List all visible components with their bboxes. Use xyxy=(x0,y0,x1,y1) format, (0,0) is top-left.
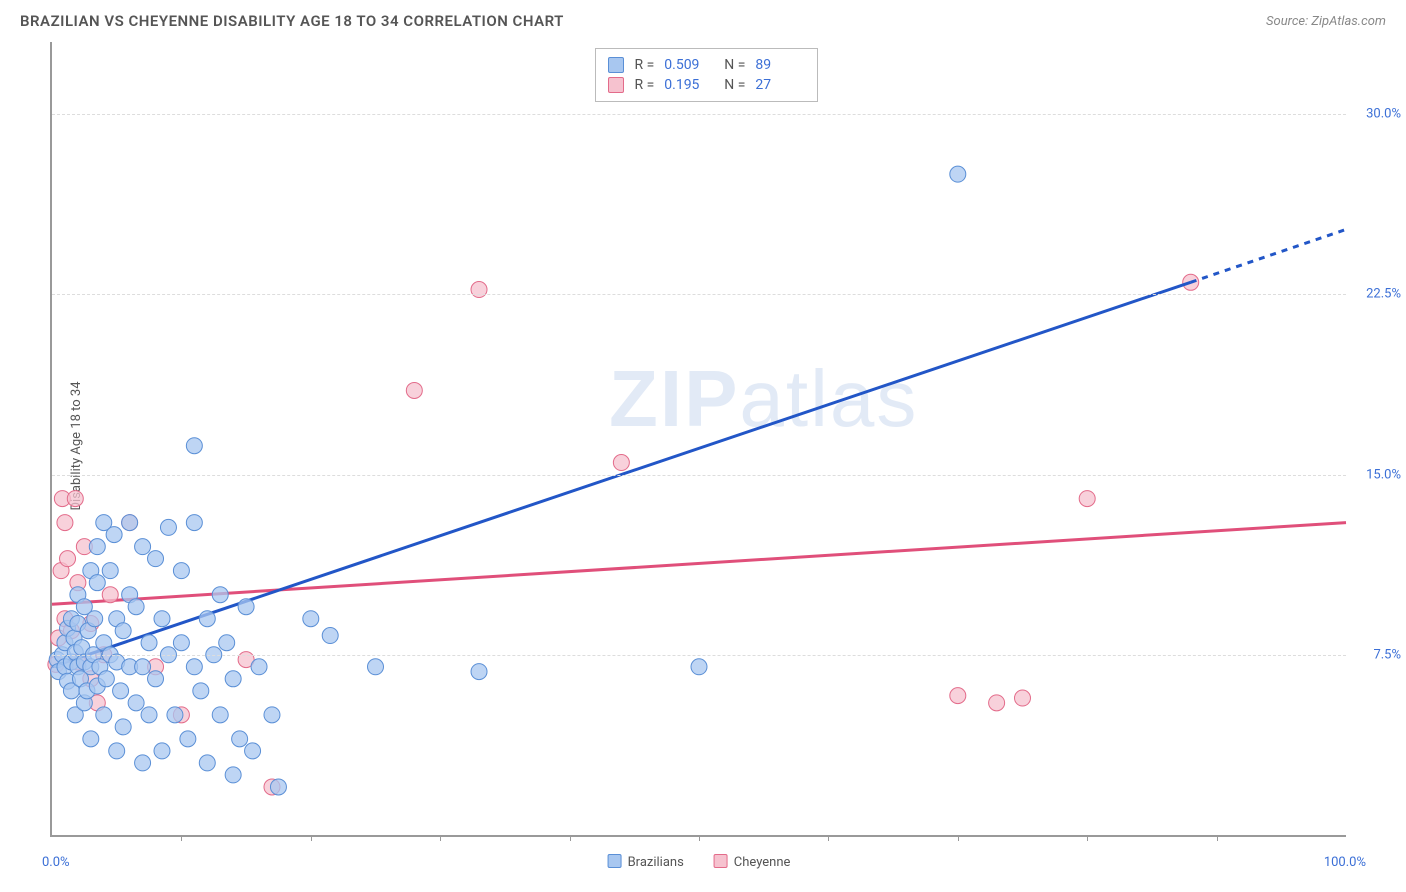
x-tick xyxy=(958,835,959,841)
y-tick-label: 30.0% xyxy=(1366,107,1401,122)
point-cheyenne xyxy=(989,695,1005,711)
point-brazilians xyxy=(232,731,248,747)
gridline-h xyxy=(52,475,1346,476)
gridline-h xyxy=(52,114,1346,115)
point-brazilians xyxy=(225,671,241,687)
point-brazilians xyxy=(148,551,164,567)
y-tick-label: 7.5% xyxy=(1373,647,1401,662)
correlation-legend: R = 0.509 N = 89 R = 0.195 N = 27 xyxy=(595,48,818,102)
point-brazilians xyxy=(109,743,125,759)
point-brazilians xyxy=(113,683,129,699)
point-brazilians xyxy=(141,707,157,723)
point-brazilians xyxy=(173,635,189,651)
x-tick xyxy=(440,835,441,841)
x-tick xyxy=(311,835,312,841)
point-brazilians xyxy=(98,671,114,687)
point-brazilians xyxy=(115,719,131,735)
x-axis-max-label: 100.0% xyxy=(1324,855,1366,870)
legend-item-brazilians: Brazilians xyxy=(608,854,684,870)
point-brazilians xyxy=(96,707,112,723)
point-brazilians xyxy=(950,166,966,182)
point-brazilians xyxy=(212,587,228,603)
point-brazilians xyxy=(154,611,170,627)
swatch-cheyenne xyxy=(608,77,624,93)
point-cheyenne xyxy=(950,688,966,704)
point-brazilians xyxy=(199,611,215,627)
x-tick xyxy=(1217,835,1218,841)
point-brazilians xyxy=(368,659,384,675)
point-brazilians xyxy=(219,635,235,651)
point-brazilians xyxy=(303,611,319,627)
point-brazilians xyxy=(135,755,151,771)
point-brazilians xyxy=(135,659,151,675)
point-brazilians xyxy=(270,779,286,795)
point-brazilians xyxy=(148,671,164,687)
point-brazilians xyxy=(128,599,144,615)
x-tick xyxy=(699,835,700,841)
point-brazilians xyxy=(186,515,202,531)
point-brazilians xyxy=(106,527,122,543)
trendline-dash-brazilians xyxy=(1191,229,1346,282)
point-brazilians xyxy=(154,743,170,759)
point-brazilians xyxy=(322,628,338,644)
point-brazilians xyxy=(180,731,196,747)
point-brazilians xyxy=(471,664,487,680)
x-tick xyxy=(570,835,571,841)
point-cheyenne xyxy=(102,587,118,603)
scatter-svg xyxy=(52,42,1346,835)
point-cheyenne xyxy=(1079,491,1095,507)
y-tick-label: 22.5% xyxy=(1366,287,1401,302)
point-cheyenne xyxy=(1015,690,1031,706)
x-tick xyxy=(181,835,182,841)
point-brazilians xyxy=(238,599,254,615)
point-cheyenne xyxy=(60,551,76,567)
point-brazilians xyxy=(87,611,103,627)
swatch-cheyenne-bottom xyxy=(714,854,728,868)
correlation-row-brazilians: R = 0.509 N = 89 xyxy=(608,55,805,75)
gridline-h xyxy=(52,655,1346,656)
point-brazilians xyxy=(212,707,228,723)
point-brazilians xyxy=(135,539,151,555)
x-tick xyxy=(1087,835,1088,841)
point-brazilians xyxy=(691,659,707,675)
swatch-brazilians xyxy=(608,57,624,73)
chart-title: BRAZILIAN VS CHEYENNE DISABILITY AGE 18 … xyxy=(20,12,564,30)
point-brazilians xyxy=(264,707,280,723)
point-brazilians xyxy=(83,731,99,747)
point-brazilians xyxy=(128,695,144,711)
plot-area: ZIPatlas R = 0.509 N = 89 R = 0.195 N = … xyxy=(50,42,1346,837)
y-tick-label: 15.0% xyxy=(1366,467,1401,482)
point-brazilians xyxy=(199,755,215,771)
trendline-cheyenne xyxy=(52,523,1346,605)
point-cheyenne xyxy=(613,455,629,471)
point-cheyenne xyxy=(67,491,83,507)
point-brazilians xyxy=(160,519,176,535)
x-axis-min-label: 0.0% xyxy=(42,855,70,870)
point-brazilians xyxy=(167,707,183,723)
series-legend: Brazilians Cheyenne xyxy=(608,854,791,870)
legend-item-cheyenne: Cheyenne xyxy=(714,854,791,870)
point-brazilians xyxy=(115,623,131,639)
point-cheyenne xyxy=(57,515,73,531)
point-brazilians xyxy=(173,563,189,579)
point-brazilians xyxy=(89,539,105,555)
point-brazilians xyxy=(186,659,202,675)
point-brazilians xyxy=(251,659,267,675)
point-brazilians xyxy=(245,743,261,759)
point-brazilians xyxy=(89,575,105,591)
x-tick xyxy=(828,835,829,841)
point-brazilians xyxy=(122,515,138,531)
point-brazilians xyxy=(225,767,241,783)
point-brazilians xyxy=(141,635,157,651)
swatch-brazilians-bottom xyxy=(608,854,622,868)
point-brazilians xyxy=(193,683,209,699)
correlation-row-cheyenne: R = 0.195 N = 27 xyxy=(608,75,805,95)
source-credit: Source: ZipAtlas.com xyxy=(1266,14,1386,29)
point-cheyenne xyxy=(406,382,422,398)
gridline-h xyxy=(52,294,1346,295)
point-brazilians xyxy=(102,563,118,579)
point-brazilians xyxy=(186,438,202,454)
